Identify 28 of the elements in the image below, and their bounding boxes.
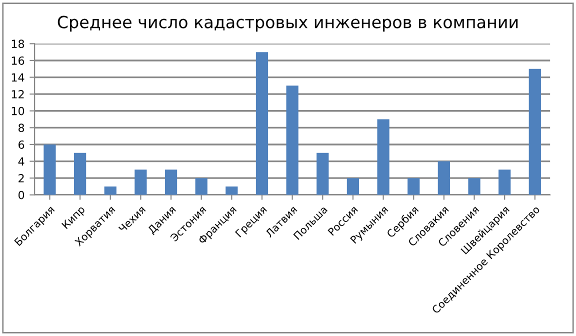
bar	[256, 52, 268, 195]
y-tick-label: 12	[12, 90, 24, 98]
y-tick-label: 14	[12, 73, 24, 82]
y-tick-label: 8	[18, 124, 24, 132]
bar	[346, 178, 360, 195]
y-tick-label: 16	[12, 56, 24, 65]
bar	[377, 119, 390, 195]
bar	[408, 178, 420, 195]
bar	[468, 178, 480, 195]
bar	[74, 152, 86, 195]
y-tick-label: 10	[12, 106, 24, 116]
bar	[164, 170, 178, 195]
chart-title: Среднее число кадастровых инженеров в компании	[58, 16, 518, 32]
y-tick-label: 2	[18, 174, 24, 182]
bar	[438, 161, 450, 195]
y-tick-label: 4	[18, 157, 24, 166]
bar	[44, 144, 56, 195]
bar	[104, 186, 116, 195]
bar	[286, 86, 298, 195]
y-tick-label: 6	[18, 140, 24, 149]
bar	[498, 170, 511, 195]
bar	[316, 152, 329, 195]
bar	[226, 186, 238, 195]
bar	[528, 68, 541, 195]
y-tick-label: 0	[18, 190, 24, 200]
bar	[134, 170, 147, 195]
bar	[195, 178, 208, 195]
y-tick-label: 18	[12, 40, 24, 48]
